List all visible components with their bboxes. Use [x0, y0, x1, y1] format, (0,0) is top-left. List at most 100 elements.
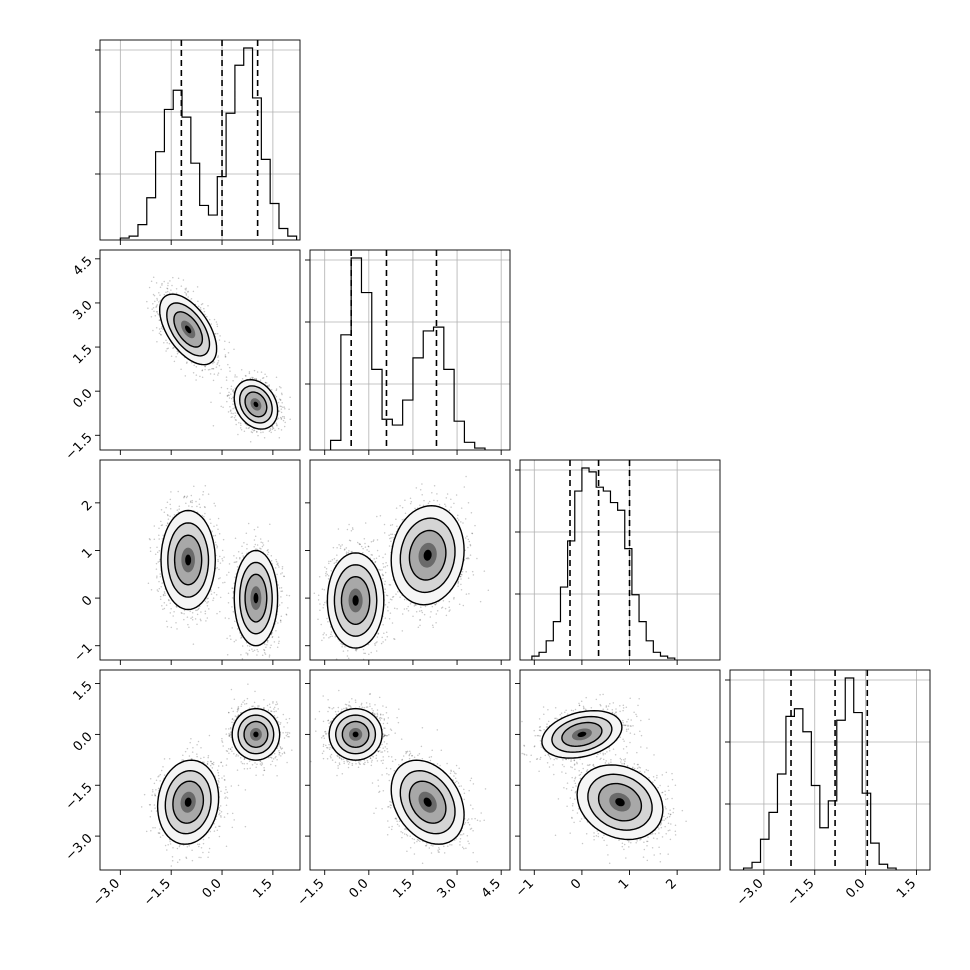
sample-point	[248, 371, 251, 373]
sample-point	[176, 350, 179, 353]
sample-point	[282, 406, 284, 408]
sample-point	[210, 590, 212, 592]
sample-point	[279, 399, 282, 401]
sample-point	[224, 356, 227, 358]
sample-point	[280, 408, 283, 410]
sample-point	[156, 575, 158, 577]
sample-point	[191, 501, 193, 504]
sample-point	[162, 608, 164, 611]
sample-point	[217, 374, 219, 376]
contour-line	[233, 378, 279, 430]
sample-point	[230, 638, 232, 640]
sample-point	[226, 394, 229, 397]
sample-point	[260, 431, 262, 434]
sample-point	[198, 305, 200, 308]
sample-point	[213, 373, 216, 375]
sample-point	[280, 596, 282, 598]
sample-point	[206, 605, 209, 607]
sample-point	[156, 551, 159, 554]
sample-point	[175, 355, 177, 358]
sample-point	[277, 401, 280, 404]
sample-point	[229, 370, 231, 372]
sample-point	[269, 429, 272, 432]
sample-point	[232, 390, 234, 392]
sample-point	[228, 617, 230, 620]
sample-point	[183, 495, 186, 498]
sample-point	[256, 371, 259, 373]
sample-point	[233, 416, 236, 419]
sample-point	[270, 633, 273, 636]
sample-point	[185, 502, 187, 504]
sample-point	[162, 593, 165, 596]
sample-point	[204, 600, 207, 602]
sample-point	[288, 594, 291, 597]
sample-point	[229, 410, 232, 412]
sample-point	[217, 372, 220, 374]
scatter-panel-3-1	[95, 459, 301, 670]
sample-point	[155, 568, 158, 570]
sample-point	[255, 378, 257, 380]
sample-point	[240, 654, 242, 656]
sample-point	[277, 642, 280, 645]
sample-point	[161, 537, 164, 540]
sample-point	[185, 289, 187, 291]
sample-point	[249, 377, 252, 380]
sample-point	[156, 576, 158, 579]
sample-point	[223, 348, 226, 351]
sample-point	[254, 668, 256, 670]
sample-point	[185, 362, 188, 364]
sample-point	[216, 566, 218, 569]
sample-point	[281, 393, 283, 396]
sample-point	[173, 360, 176, 363]
sample-point	[234, 374, 236, 376]
sample-point	[203, 307, 205, 310]
sample-point	[268, 654, 271, 656]
sample-point	[212, 597, 215, 599]
sample-point	[156, 299, 159, 301]
sample-point	[219, 596, 222, 599]
sample-point	[210, 593, 213, 595]
sample-point	[230, 388, 232, 390]
sample-point	[196, 623, 198, 625]
sample-point	[242, 555, 244, 557]
hist-panel-1	[95, 39, 301, 245]
sample-point	[187, 623, 189, 626]
hist-panel-2	[305, 249, 511, 455]
sample-point	[281, 565, 284, 568]
sample-point	[240, 637, 242, 639]
sample-point	[167, 518, 170, 520]
sample-point	[155, 326, 158, 329]
sample-point	[222, 581, 224, 584]
sample-point	[153, 525, 156, 527]
sample-point	[255, 378, 258, 381]
sample-point	[166, 501, 169, 503]
sample-point	[227, 363, 229, 366]
sample-point	[232, 403, 234, 405]
sample-point	[235, 419, 237, 421]
sample-point	[212, 535, 215, 537]
sample-point	[152, 302, 154, 305]
sample-point	[149, 547, 152, 549]
sample-point	[166, 287, 168, 290]
sample-point	[198, 498, 201, 500]
sample-point	[158, 332, 161, 334]
sample-point	[204, 484, 207, 487]
sample-point	[210, 323, 213, 325]
sample-point	[246, 543, 248, 546]
sample-point	[198, 607, 200, 610]
sample-point	[147, 582, 150, 584]
sample-point	[217, 528, 219, 531]
sample-point	[238, 421, 240, 424]
sample-point	[264, 643, 266, 645]
sample-point	[209, 368, 211, 371]
sample-point	[275, 388, 278, 390]
sample-point	[182, 279, 185, 281]
sample-point	[270, 389, 273, 391]
sample-point	[251, 376, 253, 379]
sample-point	[248, 372, 251, 375]
sample-point	[198, 503, 201, 505]
sample-point	[283, 417, 286, 420]
sample-point	[226, 653, 229, 656]
sample-point	[246, 547, 248, 550]
sample-point	[169, 507, 172, 510]
